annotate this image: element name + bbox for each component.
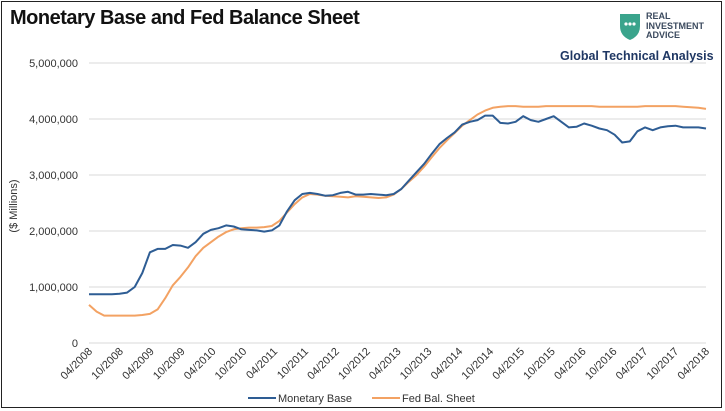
x-tick-label: 04/2018 — [676, 346, 713, 383]
series-lines — [88, 105, 707, 317]
x-tick-label: 04/2014 — [429, 346, 466, 383]
y-tick-label: 0 — [72, 338, 78, 350]
x-tick-label: 10/2017 — [645, 346, 682, 383]
x-tick-label: 10/2009 — [151, 346, 188, 383]
x-tick-label: 04/2016 — [552, 346, 589, 383]
x-tick-label: 04/2012 — [305, 346, 342, 383]
x-tick-label: 04/2010 — [182, 346, 219, 383]
logo-shield-icon — [620, 14, 640, 40]
series-line-fed-balance-sheet — [88, 105, 707, 317]
y-tick-labels: 0 1,000,000 2,000,000 3,000,000 4,000,000 5,0… — [29, 58, 78, 350]
x-tick-label: 04/2011 — [244, 346, 280, 382]
x-tick-label: 10/2014 — [460, 346, 497, 383]
x-tick-label: 10/2016 — [583, 346, 620, 383]
x-tick-labels: 04/200810/200804/200910/200904/201010/20… — [59, 346, 713, 383]
x-tick-label: 04/2017 — [614, 346, 651, 383]
series-line-monetary-base — [89, 114, 707, 296]
x-tick-label: 10/2008 — [89, 346, 126, 383]
logo-line-3: ADVICE — [646, 30, 681, 40]
x-tick-label: 10/2013 — [398, 346, 435, 383]
legend-label: Fed Bal. Sheet — [402, 393, 475, 405]
logo — [620, 14, 640, 40]
x-tick-label: 10/2015 — [521, 346, 558, 383]
x-tick-label: 10/2012 — [336, 346, 373, 383]
x-tick-label: 04/2013 — [367, 346, 404, 383]
x-tick-label: 04/2009 — [120, 346, 157, 383]
x-tick-label: 04/2008 — [59, 346, 96, 383]
logo-line-1: REAL — [646, 11, 671, 21]
x-tick-label: 10/2010 — [213, 346, 250, 383]
y-tick-label: 4,000,000 — [29, 114, 78, 126]
chart-title: Monetary Base and Fed Balance Sheet — [10, 7, 360, 29]
legend: Monetary Base Fed Bal. Sheet — [248, 393, 475, 405]
x-tick-label: 10/2011 — [275, 346, 311, 382]
y-axis-label: ($ Millions) — [8, 179, 20, 232]
y-tick-label: 5,000,000 — [29, 58, 78, 70]
y-tick-label: 1,000,000 — [29, 282, 78, 294]
grid-lines — [89, 62, 706, 344]
x-tick-label: 04/2015 — [490, 346, 527, 383]
legend-label: Monetary Base — [278, 393, 352, 405]
logo-text: REAL INVESTMENT ADVICE — [646, 11, 705, 41]
logo-line-2: INVESTMENT — [646, 20, 705, 31]
chart-subtitle: Global Technical Analysis — [560, 49, 714, 63]
y-tick-label: 2,000,000 — [29, 226, 78, 238]
y-tick-label: 3,000,000 — [29, 170, 78, 182]
